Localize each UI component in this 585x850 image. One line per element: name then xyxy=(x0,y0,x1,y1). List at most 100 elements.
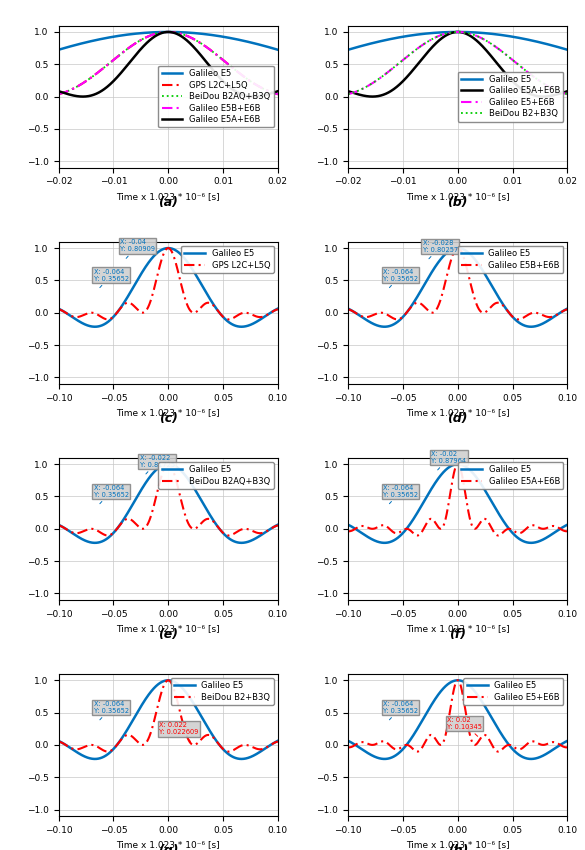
BeiDou B2AQ+B3Q xyxy=(68,527,75,537)
GPS L2C+L5Q xyxy=(64,309,71,319)
Galileo E5A+E6B xyxy=(250,92,257,102)
Legend: Galileo E5, GPS L2C+L5Q, BeiDou B2AQ+B3Q, Galileo E5B+E6B, Galileo E5A+E6B: Galileo E5, GPS L2C+L5Q, BeiDou B2AQ+B3Q… xyxy=(159,65,274,128)
Line: Galileo E5: Galileo E5 xyxy=(58,32,278,50)
GPS L2C+L5Q xyxy=(56,89,63,99)
Line: Galileo E5B+E6B: Galileo E5B+E6B xyxy=(348,248,567,320)
Galileo E5A+E6B xyxy=(162,27,169,37)
Galileo E5+E6B xyxy=(354,739,361,749)
Galileo E5 xyxy=(345,45,352,55)
GPS L2C+L5Q xyxy=(104,314,111,325)
Galileo E5A+E6B xyxy=(454,459,461,469)
Galileo E5B+E6B xyxy=(56,89,63,99)
Text: X: -0.064
Y: 0.35652: X: -0.064 Y: 0.35652 xyxy=(94,269,129,287)
BeiDou B2+B3Q xyxy=(68,743,75,753)
Galileo E5A+E6B xyxy=(388,525,395,536)
BeiDou B2AQ+B3Q xyxy=(263,85,270,95)
GPS L2C+L5Q xyxy=(68,84,75,94)
BeiDou B2AQ+B3Q xyxy=(68,84,75,94)
Galileo E5+E6B xyxy=(354,86,361,96)
BeiDou B2+B3Q xyxy=(98,745,105,755)
BeiDou B2AQ+B3Q xyxy=(56,89,63,99)
Line: BeiDou B2AQ+B3Q: BeiDou B2AQ+B3Q xyxy=(58,32,278,94)
Galileo E5+E6B xyxy=(452,27,459,37)
BeiDou B2+B3Q xyxy=(345,89,352,99)
Text: X: 0.02
Y: 0.10345: X: 0.02 Y: 0.10345 xyxy=(447,717,482,736)
Galileo E5 xyxy=(263,42,270,52)
Galileo E5B+E6B xyxy=(68,84,75,94)
Galileo E5 xyxy=(263,743,270,753)
Galileo E5B+E6B xyxy=(263,85,270,95)
Galileo E5A+E6B xyxy=(564,526,571,536)
Galileo E5A+E6B xyxy=(357,521,364,531)
BeiDou B2AQ+B3Q xyxy=(64,524,71,535)
Galileo E5A+E6B xyxy=(55,86,62,96)
GPS L2C+L5Q xyxy=(56,304,63,314)
BeiDou B2AQ+B3Q xyxy=(55,89,62,99)
Galileo E5 xyxy=(388,34,395,44)
GPS L2C+L5Q xyxy=(263,85,270,95)
Galileo E5 xyxy=(91,538,98,548)
BeiDou B2+B3Q xyxy=(454,27,461,37)
Galileo E5+E6B xyxy=(552,85,559,95)
BeiDou B2+B3Q xyxy=(564,89,571,99)
Title: (h): (h) xyxy=(448,845,468,850)
Text: X: -0.064
Y: 0.35652: X: -0.064 Y: 0.35652 xyxy=(94,484,129,504)
Line: Galileo E5: Galileo E5 xyxy=(58,248,278,326)
Galileo E5 xyxy=(381,538,388,548)
Galileo E5+E6B xyxy=(454,675,461,685)
Galileo E5+E6B xyxy=(346,89,353,99)
Galileo E5 xyxy=(162,676,169,686)
Galileo E5 xyxy=(357,41,364,51)
Galileo E5 xyxy=(68,311,75,321)
Galileo E5+E6B xyxy=(357,84,364,94)
Line: GPS L2C+L5Q: GPS L2C+L5Q xyxy=(58,248,278,320)
Galileo E5A+E6B xyxy=(345,86,352,96)
Galileo E5 xyxy=(345,303,352,314)
Text: X: -0.02
Y: 0.87964: X: -0.02 Y: 0.87964 xyxy=(431,450,467,470)
Galileo E5A+E6B xyxy=(164,27,171,37)
Galileo E5 xyxy=(452,27,459,37)
Legend: Galileo E5, BeiDou B2AQ+B3Q: Galileo E5, BeiDou B2AQ+B3Q xyxy=(159,462,274,489)
Galileo E5+E6B xyxy=(454,27,461,37)
X-axis label: Time x 1.023 * 10⁻⁶ [s]: Time x 1.023 * 10⁻⁶ [s] xyxy=(406,408,510,417)
BeiDou B2+B3Q xyxy=(263,742,270,752)
Galileo E5 xyxy=(162,459,169,469)
X-axis label: Time x 1.023 * 10⁻⁶ [s]: Time x 1.023 * 10⁻⁶ [s] xyxy=(116,841,220,849)
BeiDou B2AQ+B3Q xyxy=(263,526,270,536)
Galileo E5 xyxy=(357,744,364,754)
Galileo E5 xyxy=(91,754,98,764)
Galileo E5 xyxy=(552,42,559,52)
Galileo E5B+E6B xyxy=(164,27,171,37)
BeiDou B2AQ+B3Q xyxy=(55,520,62,530)
Line: Galileo E5A+E6B: Galileo E5A+E6B xyxy=(348,32,567,97)
GPS L2C+L5Q xyxy=(55,89,62,99)
Galileo E5 xyxy=(164,675,171,685)
Galileo E5 xyxy=(56,44,63,54)
Legend: Galileo E5, Galileo E5A+E6B, Galileo E5+E6B, BeiDou B2+B3Q: Galileo E5, Galileo E5A+E6B, Galileo E5+… xyxy=(457,71,563,122)
Galileo E5 xyxy=(64,525,71,536)
Galileo E5B+E6B xyxy=(452,245,459,255)
GPS L2C+L5Q xyxy=(55,304,62,314)
Galileo E5 xyxy=(162,27,169,37)
Galileo E5B+E6B xyxy=(98,65,105,75)
BeiDou B2AQ+B3Q xyxy=(56,520,63,530)
Line: Galileo E5: Galileo E5 xyxy=(348,248,567,326)
Galileo E5A+E6B xyxy=(354,89,361,99)
Galileo E5 xyxy=(164,243,171,253)
Galileo E5 xyxy=(454,459,461,469)
Galileo E5 xyxy=(454,243,461,253)
Galileo E5B+E6B xyxy=(274,89,281,99)
Galileo E5 xyxy=(454,675,461,685)
Galileo E5 xyxy=(354,42,361,52)
X-axis label: Time x 1.023 * 10⁻⁶ [s]: Time x 1.023 * 10⁻⁶ [s] xyxy=(406,192,510,201)
Text: X: -0.028
Y: 0.80257: X: -0.028 Y: 0.80257 xyxy=(422,240,458,258)
Galileo E5 xyxy=(274,303,281,314)
Galileo E5 xyxy=(452,676,459,686)
Line: BeiDou B2+B3Q: BeiDou B2+B3Q xyxy=(348,32,567,94)
BeiDou B2AQ+B3Q xyxy=(98,528,105,538)
Galileo E5 xyxy=(552,743,559,753)
BeiDou B2+B3Q xyxy=(164,675,171,685)
Galileo E5 xyxy=(381,321,388,332)
Title: (d): (d) xyxy=(448,412,468,425)
X-axis label: Time x 1.023 * 10⁻⁶ [s]: Time x 1.023 * 10⁻⁶ [s] xyxy=(116,624,220,633)
